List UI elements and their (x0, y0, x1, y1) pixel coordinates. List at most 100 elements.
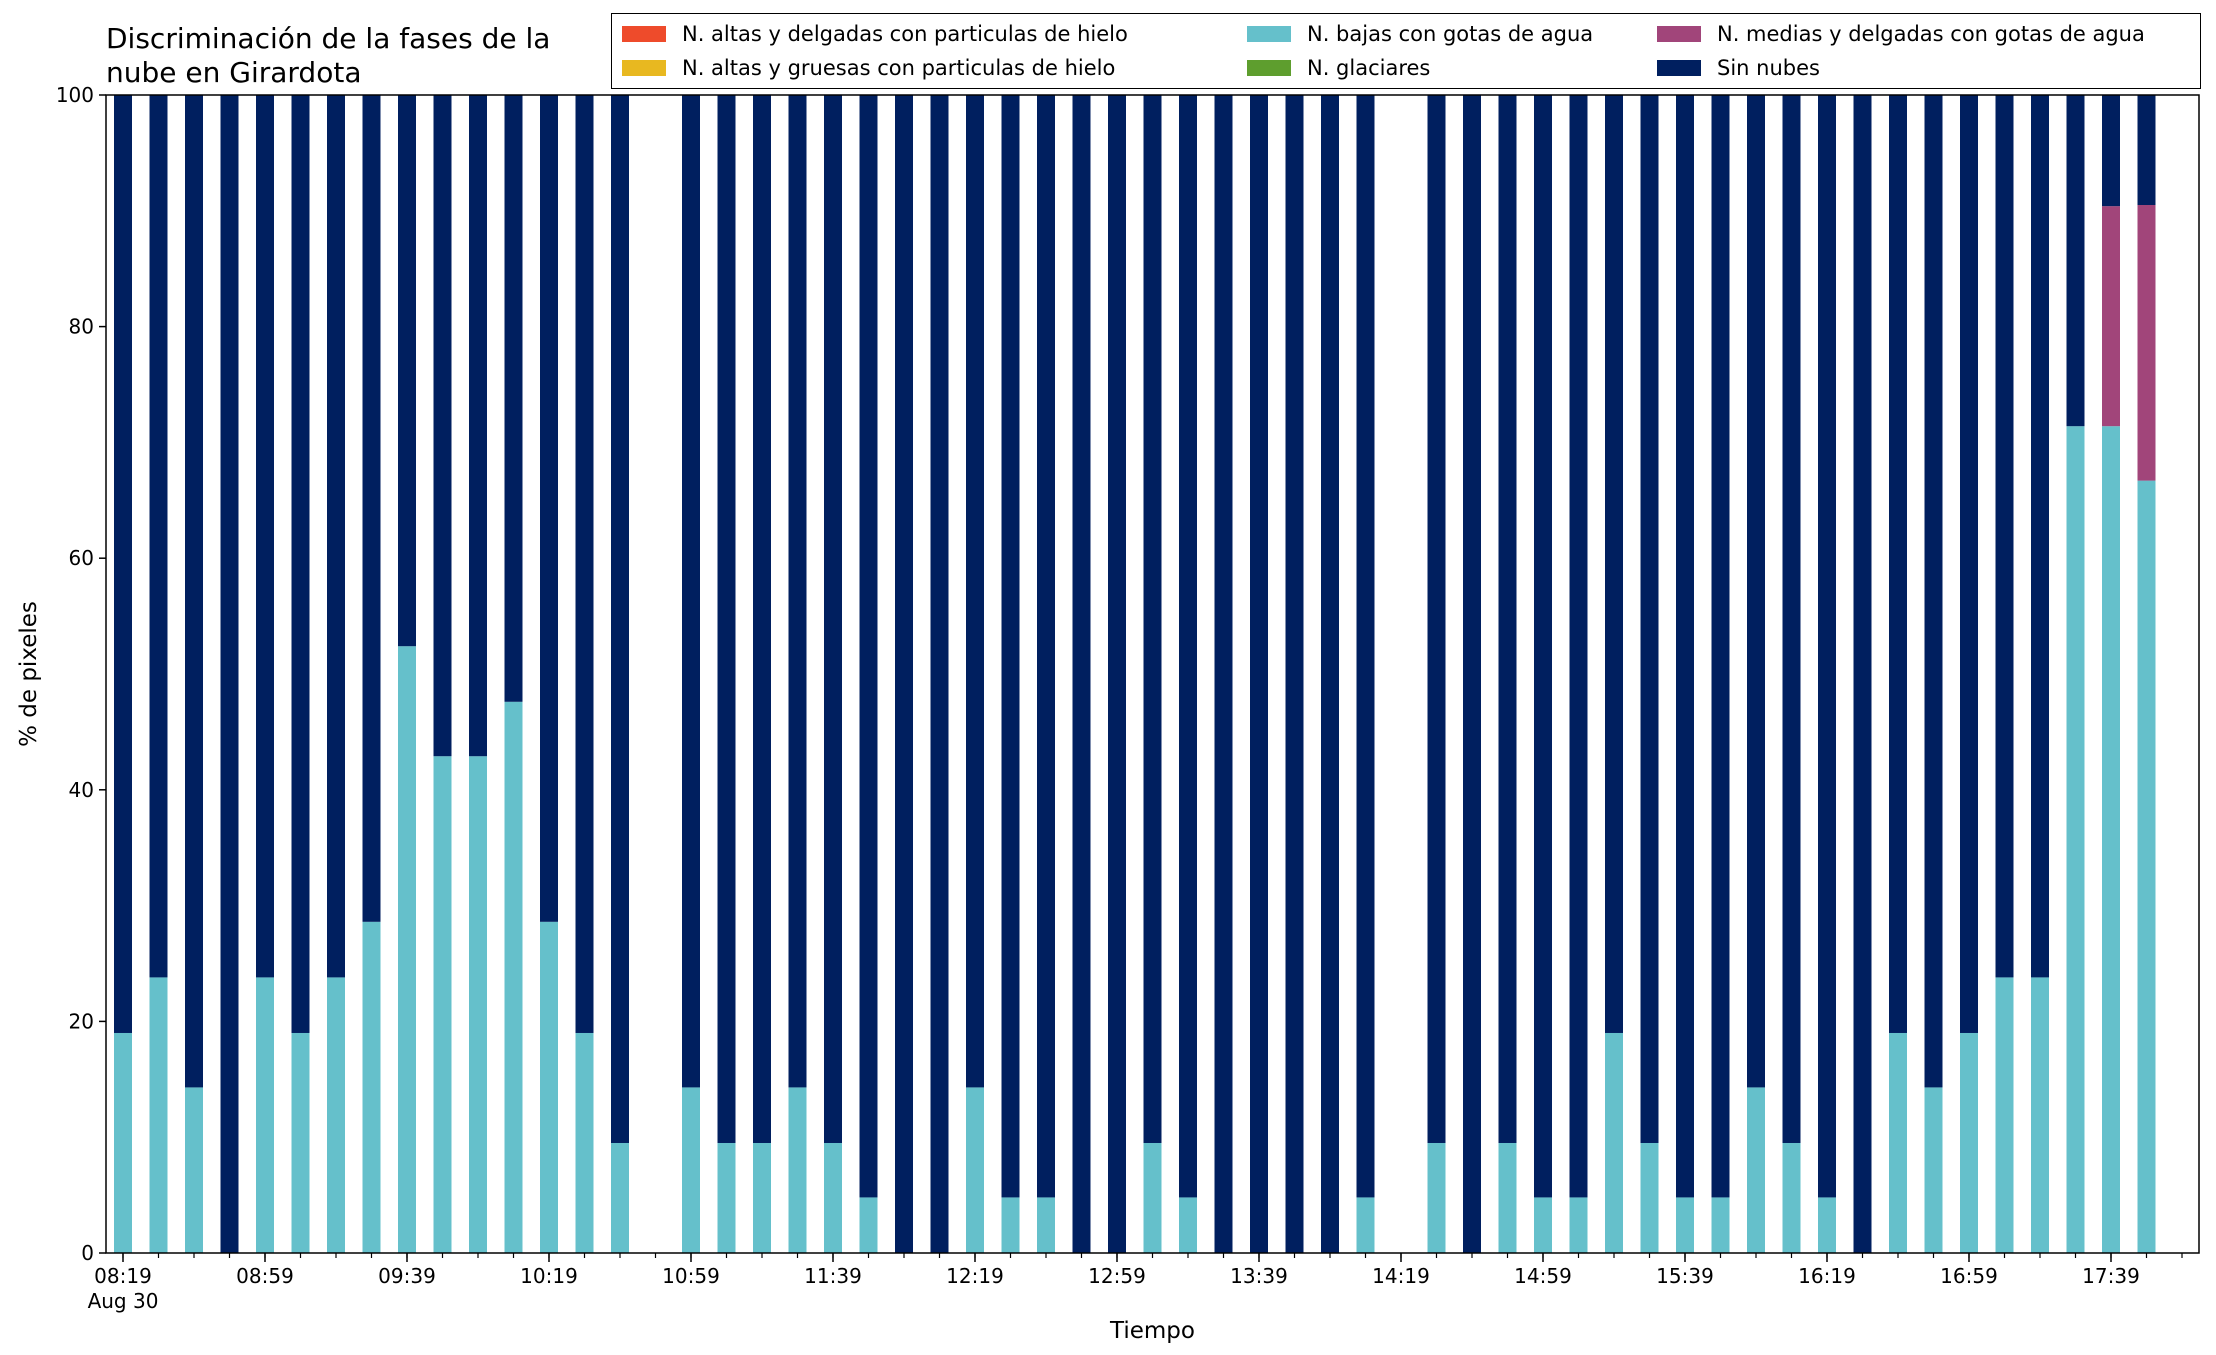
x-tick-label: 12:59 (1088, 1264, 1146, 1288)
bar-segment (114, 95, 132, 1033)
bar-segment (291, 1032, 310, 1253)
bar-segment (1818, 1197, 1836, 1253)
bar-segment (1782, 1142, 1801, 1253)
bar-segment (1960, 95, 1978, 1033)
bar-segment (1037, 1197, 1055, 1253)
legend-swatch (622, 60, 666, 76)
bar-segment (256, 95, 274, 978)
x-tick-label: 13:39 (1230, 1264, 1288, 1288)
bar-segment (362, 95, 381, 922)
bar-segment (433, 95, 452, 757)
bar-segment (398, 646, 416, 1253)
bar-segment (2137, 480, 2156, 1253)
bar-segment (1498, 95, 1517, 1143)
bar-segment (575, 95, 594, 1033)
bar-segment (1747, 95, 1765, 1088)
x-tick-label: 11:39 (804, 1264, 862, 1288)
bar-segment (611, 1142, 629, 1253)
x-date-label: Aug 30 (88, 1289, 159, 1313)
y-axis-label: % de pixeles (16, 601, 42, 747)
bars-layer (114, 95, 2156, 1253)
bar-segment (1853, 95, 1872, 1253)
bar-segment (1108, 95, 1126, 1253)
bar-segment (362, 921, 381, 1253)
bar-segment (149, 977, 168, 1253)
legend-swatch (622, 26, 666, 42)
bar-segment (433, 756, 452, 1253)
x-tick-label: 08:19 (94, 1264, 152, 1288)
bar-segment (1747, 1087, 1765, 1253)
bar-segment (185, 1087, 203, 1253)
bar-segment (469, 756, 487, 1253)
bar-segment (824, 1142, 842, 1253)
x-tick-label: 12:19 (946, 1264, 1004, 1288)
legend-swatch (1657, 60, 1701, 76)
y-tick-label: 0 (81, 1241, 94, 1265)
bar-segment (1427, 1142, 1446, 1253)
bar-segment (1143, 95, 1162, 1143)
bar-segment (1569, 1197, 1588, 1253)
bar-segment (1924, 1087, 1943, 1253)
bar-segment (1676, 1197, 1694, 1253)
bar-segment (327, 95, 345, 978)
y-tick-label: 60 (69, 546, 94, 570)
x-tick-label: 16:59 (1940, 1264, 1998, 1288)
bar-segment (611, 95, 629, 1143)
bar-segment (1498, 1142, 1517, 1253)
bar-segment (1711, 1197, 1730, 1253)
bar-segment (1534, 95, 1552, 1198)
x-tick-label: 10:59 (662, 1264, 720, 1288)
y-tick-label: 80 (69, 315, 94, 339)
bar-segment (1179, 1197, 1197, 1253)
legend: N. altas y delgadas con particulas de hi… (611, 13, 2201, 89)
legend-swatch (1247, 60, 1291, 76)
bar-segment (1818, 95, 1836, 1198)
legend-swatch (1657, 26, 1701, 42)
bar-segment (717, 95, 736, 1143)
bar-segment (2102, 206, 2120, 427)
x-axis-label: Tiempo (1109, 1318, 1195, 1344)
bar-segment (2031, 95, 2049, 978)
bar-segment (788, 95, 807, 1088)
bar-segment (1676, 95, 1694, 1198)
bar-segment (1534, 1197, 1552, 1253)
bar-segment (1356, 95, 1375, 1198)
bar-segment (1285, 95, 1304, 1253)
bar-segment (966, 1087, 984, 1253)
bar-segment (398, 95, 416, 647)
legend-label: N. glaciares (1307, 56, 1431, 80)
bar-segment (2137, 205, 2156, 481)
bar-segment (859, 95, 878, 1198)
bar-segment (504, 701, 523, 1253)
x-tick-label: 10:19 (520, 1264, 578, 1288)
y-tick-label: 100 (56, 83, 94, 107)
bar-segment (1605, 95, 1623, 1033)
bar-segment (895, 95, 913, 1253)
bar-segment (149, 95, 168, 978)
bar-segment (859, 1197, 878, 1253)
bar-segment (1782, 95, 1801, 1143)
legend-label: N. altas y gruesas con particulas de hie… (682, 56, 1116, 80)
bar-segment (114, 1032, 132, 1253)
bar-segment (1640, 1142, 1659, 1253)
bar-segment (1924, 95, 1943, 1088)
bar-segment (753, 95, 771, 1143)
legend-label: N. altas y delgadas con particulas de hi… (682, 22, 1128, 46)
axes-layer: 0 20 40 60 80 100 08:19 08:59 09:39 10:19 10:59 11:… (16, 83, 2200, 1344)
bar-segment (788, 1087, 807, 1253)
x-tick-label: 09:39 (378, 1264, 436, 1288)
bar-segment (1356, 1197, 1375, 1253)
bar-segment (540, 921, 558, 1253)
bar-segment (1711, 95, 1730, 1198)
bar-segment (930, 95, 949, 1253)
bar-segment (2066, 426, 2085, 1253)
bar-segment (1001, 1197, 1020, 1253)
bar-segment (2102, 95, 2120, 207)
bar-segment (1995, 95, 2014, 978)
x-tick-label: 16:19 (1798, 1264, 1856, 1288)
bar-segment (327, 977, 345, 1253)
bar-segment (1072, 95, 1091, 1253)
y-tick-label: 20 (69, 1009, 94, 1033)
bar-segment (717, 1142, 736, 1253)
